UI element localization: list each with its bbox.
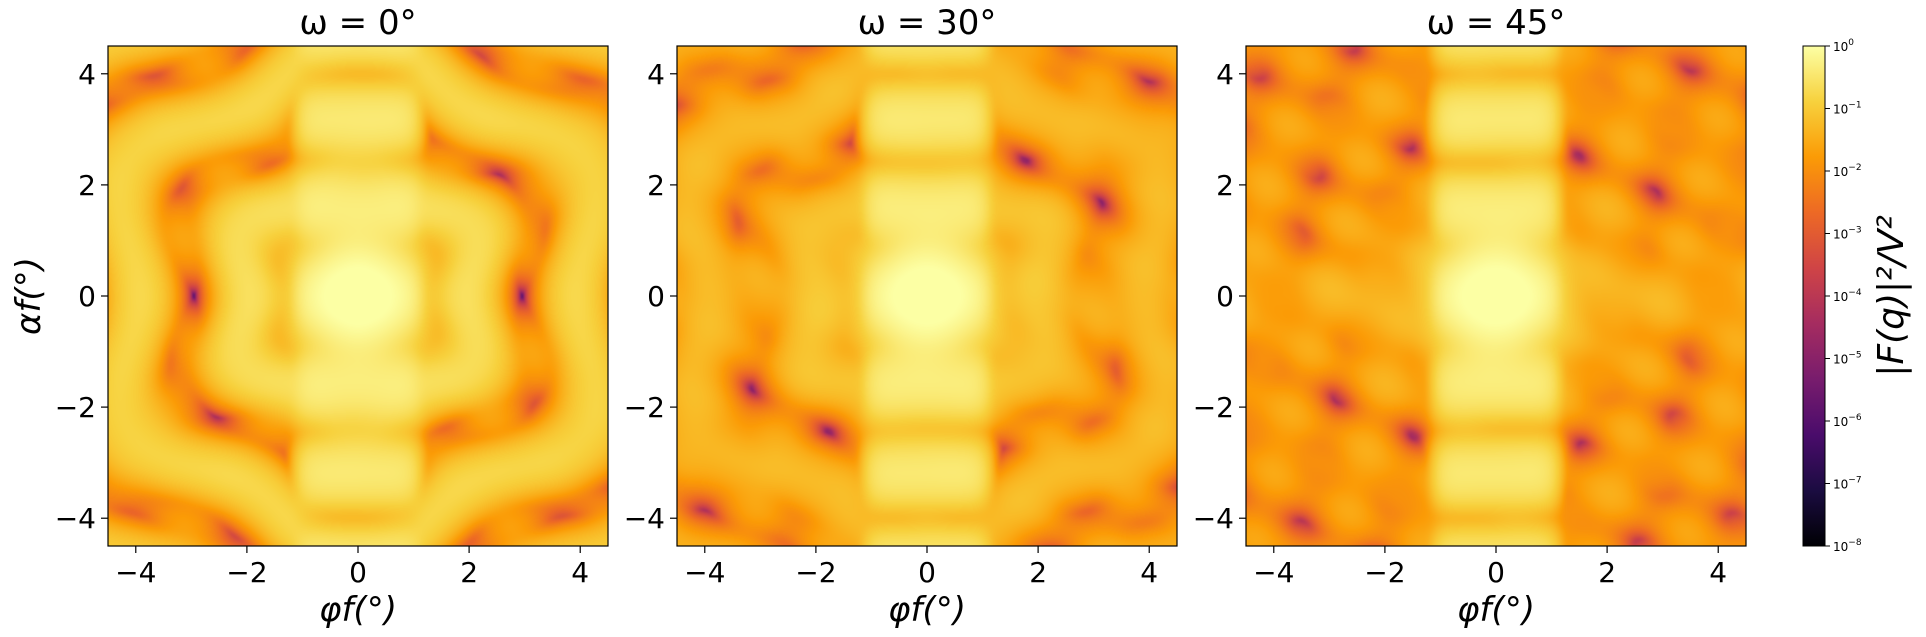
x-tick-label: −2 (226, 556, 267, 589)
x-axis: −4 −2 0 2 4 (684, 546, 1158, 589)
panel-title: ω = 0° (299, 3, 416, 43)
x-tick-label: −2 (795, 556, 836, 589)
colorbar-gradient (1802, 45, 1826, 547)
y-tick-label: −2 (55, 391, 96, 424)
y-tick-label: −4 (55, 502, 96, 535)
y-tick-label: 0 (647, 280, 665, 313)
x-axis-label: φf(°) (888, 590, 966, 630)
panel-title: ω = 45° (1427, 3, 1566, 43)
x-tick-label: 4 (1709, 556, 1727, 589)
x-tick-label: 4 (571, 556, 589, 589)
x-axis: −4 −2 0 2 4 (1253, 546, 1727, 589)
colorbar-tick-label: 10−6 (1833, 413, 1862, 429)
y-axis-label: αf(°) (9, 257, 49, 335)
x-tick-label: 2 (1598, 556, 1616, 589)
x-tick-label: −2 (1364, 556, 1405, 589)
panel-omega-45: ω = 45° −4 −2 0 2 4 −4 −2 0 2 4 φf(°) (1193, 3, 1747, 630)
colorbar: 100 10−1 10−2 10−3 10−4 10−5 10−6 10−7 10−8 |F(q… (1802, 38, 1912, 554)
y-axis: −4 −2 0 2 4 (55, 58, 108, 535)
x-tick-label: −4 (115, 556, 156, 589)
y-tick-label: −4 (1193, 502, 1234, 535)
x-tick-label: −4 (684, 556, 725, 589)
y-tick-label: −4 (624, 502, 665, 535)
y-tick-label: 4 (1216, 58, 1234, 91)
y-tick-label: 2 (1216, 169, 1234, 202)
heatmap-area (108, 46, 608, 546)
x-axis-label: φf(°) (1457, 590, 1535, 630)
colorbar-tick-label: 10−5 (1833, 351, 1862, 367)
heatmap-area (1246, 46, 1746, 546)
x-tick-label: 2 (460, 556, 478, 589)
panel-omega-0: ω = 0° −4 −2 0 2 4 −4 −2 0 2 4 φf(°) αf(°) (9, 3, 609, 630)
heatmap-area (677, 46, 1177, 546)
y-tick-label: 0 (1216, 280, 1234, 313)
x-tick-label: 4 (1140, 556, 1158, 589)
colorbar-tick-label: 10−3 (1833, 226, 1862, 242)
y-tick-label: 4 (647, 58, 665, 91)
x-axis: −4 −2 0 2 4 (115, 546, 589, 589)
y-tick-label: 2 (78, 169, 96, 202)
y-tick-label: −2 (1193, 391, 1234, 424)
y-axis: −4 −2 0 2 4 (1193, 58, 1246, 535)
x-tick-label: −4 (1253, 556, 1294, 589)
y-tick-label: −2 (624, 391, 665, 424)
x-tick-label: 2 (1029, 556, 1047, 589)
y-tick-label: 2 (647, 169, 665, 202)
y-tick-label: 0 (78, 280, 96, 313)
colorbar-tick-label: 10−1 (1833, 101, 1862, 117)
y-tick-label: 4 (78, 58, 96, 91)
colorbar-tick-label: 10−7 (1833, 476, 1862, 492)
colorbar-tick-label: 10−2 (1833, 163, 1862, 179)
panel-omega-30: ω = 30° −4 −2 0 2 4 −4 −2 0 2 4 φf(°) (624, 3, 1178, 630)
colorbar-tick-label: 100 (1833, 38, 1854, 54)
x-axis-label: φf(°) (319, 590, 397, 630)
panel-title: ω = 30° (858, 3, 997, 43)
x-tick-label: 0 (918, 556, 936, 589)
x-tick-label: 0 (349, 556, 367, 589)
x-tick-label: 0 (1487, 556, 1505, 589)
y-axis: −4 −2 0 2 4 (624, 58, 677, 535)
colorbar-label: |F(q)|²/V² (1871, 215, 1912, 377)
colorbar-tick-label: 10−8 (1833, 538, 1862, 554)
colorbar-tick-label: 10−4 (1833, 288, 1862, 304)
colorbar-ticks: 100 10−1 10−2 10−3 10−4 10−5 10−6 10−7 10−8 (1825, 38, 1862, 554)
